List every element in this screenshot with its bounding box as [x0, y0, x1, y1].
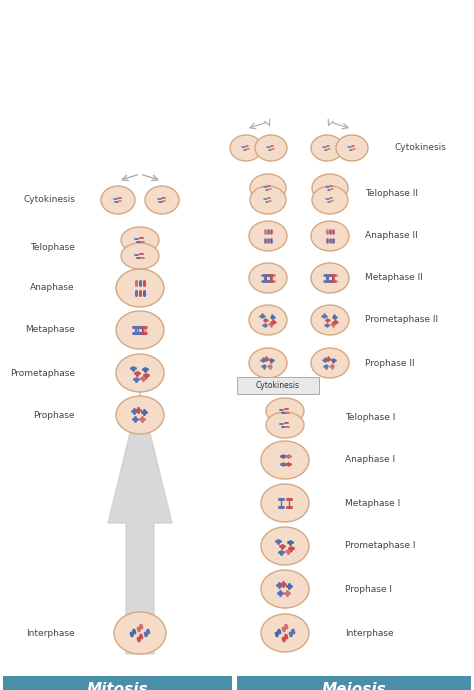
Ellipse shape: [116, 269, 164, 307]
Ellipse shape: [311, 263, 349, 293]
Text: Anaphase II: Anaphase II: [365, 232, 418, 241]
Ellipse shape: [261, 570, 309, 608]
Text: Metaphase: Metaphase: [25, 326, 75, 335]
Ellipse shape: [145, 186, 179, 214]
Ellipse shape: [311, 305, 349, 335]
Text: Cytokinesis: Cytokinesis: [23, 195, 75, 204]
Text: Cytokinesis: Cytokinesis: [256, 381, 300, 390]
Text: Prophase I: Prophase I: [345, 584, 392, 593]
Ellipse shape: [255, 135, 287, 161]
Text: Telophase I: Telophase I: [345, 413, 395, 422]
Text: Prometaphase I: Prometaphase I: [345, 542, 416, 551]
FancyBboxPatch shape: [237, 377, 319, 394]
Text: Telophase: Telophase: [30, 244, 75, 253]
Ellipse shape: [230, 135, 262, 161]
Ellipse shape: [311, 348, 349, 378]
Ellipse shape: [312, 174, 348, 202]
Ellipse shape: [311, 135, 343, 161]
Ellipse shape: [116, 354, 164, 392]
Ellipse shape: [336, 135, 368, 161]
Text: Prometaphase II: Prometaphase II: [365, 315, 438, 324]
Ellipse shape: [114, 612, 166, 654]
Ellipse shape: [249, 221, 287, 251]
Ellipse shape: [249, 263, 287, 293]
Ellipse shape: [249, 305, 287, 335]
Text: Metaphase I: Metaphase I: [345, 498, 400, 508]
Ellipse shape: [261, 614, 309, 652]
FancyBboxPatch shape: [237, 676, 471, 690]
Text: Interphase: Interphase: [345, 629, 393, 638]
Ellipse shape: [312, 186, 348, 214]
Text: Anaphase: Anaphase: [30, 284, 75, 293]
Text: Cytokinesis: Cytokinesis: [395, 144, 447, 152]
Ellipse shape: [116, 311, 164, 349]
Ellipse shape: [266, 398, 304, 424]
Text: Metaphase II: Metaphase II: [365, 273, 423, 282]
Ellipse shape: [250, 174, 286, 202]
Ellipse shape: [261, 441, 309, 479]
Ellipse shape: [116, 396, 164, 434]
Ellipse shape: [261, 484, 309, 522]
Ellipse shape: [311, 221, 349, 251]
Ellipse shape: [261, 527, 309, 565]
Ellipse shape: [121, 243, 159, 269]
Text: Interphase: Interphase: [27, 629, 75, 638]
Polygon shape: [108, 392, 172, 654]
FancyBboxPatch shape: [3, 676, 232, 690]
Ellipse shape: [249, 348, 287, 378]
Ellipse shape: [266, 412, 304, 438]
Text: Prophase II: Prophase II: [365, 359, 415, 368]
Text: Anaphase I: Anaphase I: [345, 455, 395, 464]
Ellipse shape: [121, 227, 159, 253]
Text: Mitosis: Mitosis: [87, 682, 148, 690]
Ellipse shape: [101, 186, 135, 214]
Text: Telophase II: Telophase II: [365, 190, 418, 199]
Text: Prophase: Prophase: [34, 411, 75, 420]
Text: Meiosis: Meiosis: [322, 682, 386, 690]
Ellipse shape: [250, 186, 286, 214]
Text: Prometaphase: Prometaphase: [10, 368, 75, 377]
